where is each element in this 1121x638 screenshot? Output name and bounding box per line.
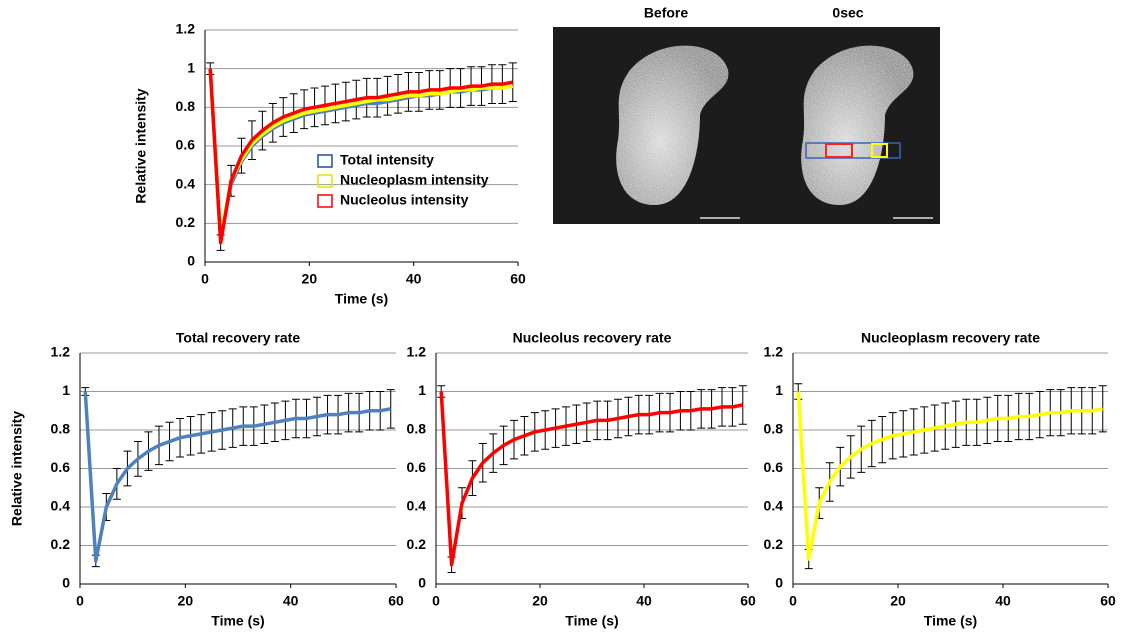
data-line [798, 392, 1103, 559]
y-tick-label: 1 [775, 382, 783, 398]
x-tick-label: 60 [1100, 593, 1116, 609]
x-axis-label: Time (s) [335, 291, 388, 307]
x-tick-label: 60 [388, 593, 404, 609]
x-tick-label: 20 [890, 593, 906, 609]
x-axis-label: Time (s) [924, 613, 977, 629]
y-tick-label: 0 [62, 575, 70, 591]
x-tick-label: 60 [740, 593, 756, 609]
legend-swatch [318, 175, 332, 187]
figure: Before 0sec 0 0.2 0.4 0.6 0.8 1 1.2 0 20 40 60 Time… [0, 0, 1121, 638]
y-tick-label: 1.2 [764, 344, 784, 360]
y-tick-label: 1.2 [407, 344, 427, 360]
y-axis-label: Relative intensity [9, 411, 25, 526]
data-line [441, 392, 743, 565]
x-tick-label: 60 [510, 271, 526, 287]
x-tick-label: 20 [302, 271, 318, 287]
chart: 0 0.2 0.4 0.6 0.8 1 1.2 0 20 40 60 Total recovery r… [9, 330, 404, 629]
y-tick-label: 1 [187, 59, 195, 75]
chart-title: Nucleolus recovery rate [513, 330, 672, 346]
y-tick-label: 0.6 [407, 459, 427, 475]
x-axis-label: Time (s) [211, 613, 264, 629]
x-axis-label: Time (s) [565, 613, 618, 629]
chart-title: Total recovery rate [176, 330, 300, 346]
y-tick-label: 0.4 [407, 498, 427, 514]
x-tick-label: 20 [532, 593, 548, 609]
legend-label: Total intensity [340, 152, 434, 168]
chart: 0 0.2 0.4 0.6 0.8 1 1.2 0 20 40 60 Time (s) Relative… [133, 21, 526, 307]
y-tick-label: 0.4 [51, 498, 71, 514]
legend-swatch [318, 195, 332, 207]
y-tick-label: 0.8 [764, 421, 784, 437]
data-line [85, 392, 390, 561]
y-tick-label: 0 [187, 253, 195, 269]
y-tick-label: 0.2 [176, 214, 196, 230]
x-tick-label: 40 [995, 593, 1011, 609]
y-tick-label: 0 [775, 575, 783, 591]
y-tick-label: 0.2 [764, 536, 784, 552]
y-axis-label: Relative intensity [133, 88, 149, 203]
y-tick-label: 0.8 [176, 98, 196, 114]
x-tick-label: 0 [201, 271, 209, 287]
x-tick-label: 20 [178, 593, 194, 609]
chart-title: Nucleoplasm recovery rate [861, 330, 1040, 346]
y-tick-label: 1 [62, 382, 70, 398]
x-tick-label: 40 [636, 593, 652, 609]
chart: 0 0.2 0.4 0.6 0.8 1 1.2 0 20 40 60 Nucleolus recove… [407, 330, 756, 629]
x-tick-label: 40 [283, 593, 299, 609]
legend-label: Nucleoplasm intensity [340, 172, 489, 188]
y-tick-label: 0.6 [764, 459, 784, 475]
y-tick-label: 0.6 [51, 459, 71, 475]
chart: 0 0.2 0.4 0.6 0.8 1 1.2 0 20 40 60 Nucleoplasm reco… [764, 330, 1116, 629]
y-tick-label: 0.4 [176, 175, 196, 191]
image-label: 0sec [832, 5, 863, 21]
y-tick-label: 0.6 [176, 137, 196, 153]
y-tick-label: 0.8 [51, 421, 71, 437]
legend-swatch [318, 155, 332, 167]
y-tick-label: 0 [418, 575, 426, 591]
microscopy-panel: Before 0sec [553, 5, 940, 224]
legend-label: Nucleolus intensity [340, 192, 469, 208]
y-tick-label: 1.2 [176, 21, 196, 37]
x-tick-label: 40 [406, 271, 422, 287]
y-tick-label: 0.2 [51, 536, 71, 552]
y-tick-label: 0.8 [407, 421, 427, 437]
x-tick-label: 0 [76, 593, 84, 609]
y-tick-label: 0.4 [764, 498, 784, 514]
y-tick-label: 1 [418, 382, 426, 398]
y-tick-label: 0.2 [407, 536, 427, 552]
x-tick-label: 0 [789, 593, 797, 609]
y-tick-label: 1.2 [51, 344, 71, 360]
image-label: Before [644, 5, 689, 21]
x-tick-label: 0 [432, 593, 440, 609]
